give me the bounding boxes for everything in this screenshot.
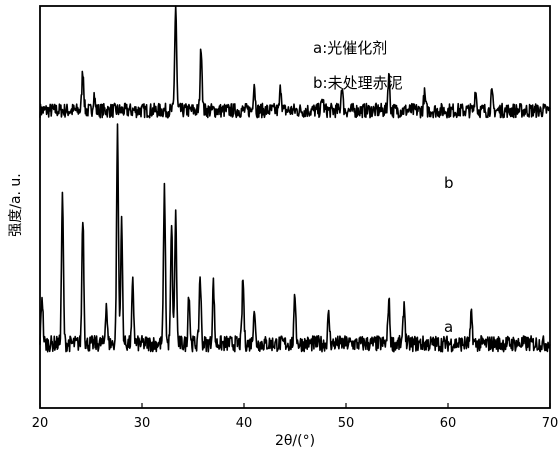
series-label-a: a [444,318,453,336]
x-tick-label: 20 [32,416,49,431]
x-tick-label: 40 [236,416,253,431]
x-axis-title: 2θ/(°) [275,433,315,449]
x-axis-ticks: 20 30 40 50 60 70 [32,403,559,431]
x-tick-label: 30 [134,416,151,431]
plot-frame [39,5,551,409]
series-line-b [39,5,551,119]
series-label-b: b [444,174,454,192]
y-axis-title: 强度/a. u. [8,173,24,237]
legend-entry-a: a:光催化剂 [313,39,387,57]
series-line-a [39,123,551,353]
x-tick-label: 50 [338,416,355,431]
plot-series [39,5,551,353]
legend-entry-b: b:未处理赤泥 [313,74,403,92]
x-tick-label: 60 [440,416,457,431]
x-tick-label: 70 [542,416,559,431]
